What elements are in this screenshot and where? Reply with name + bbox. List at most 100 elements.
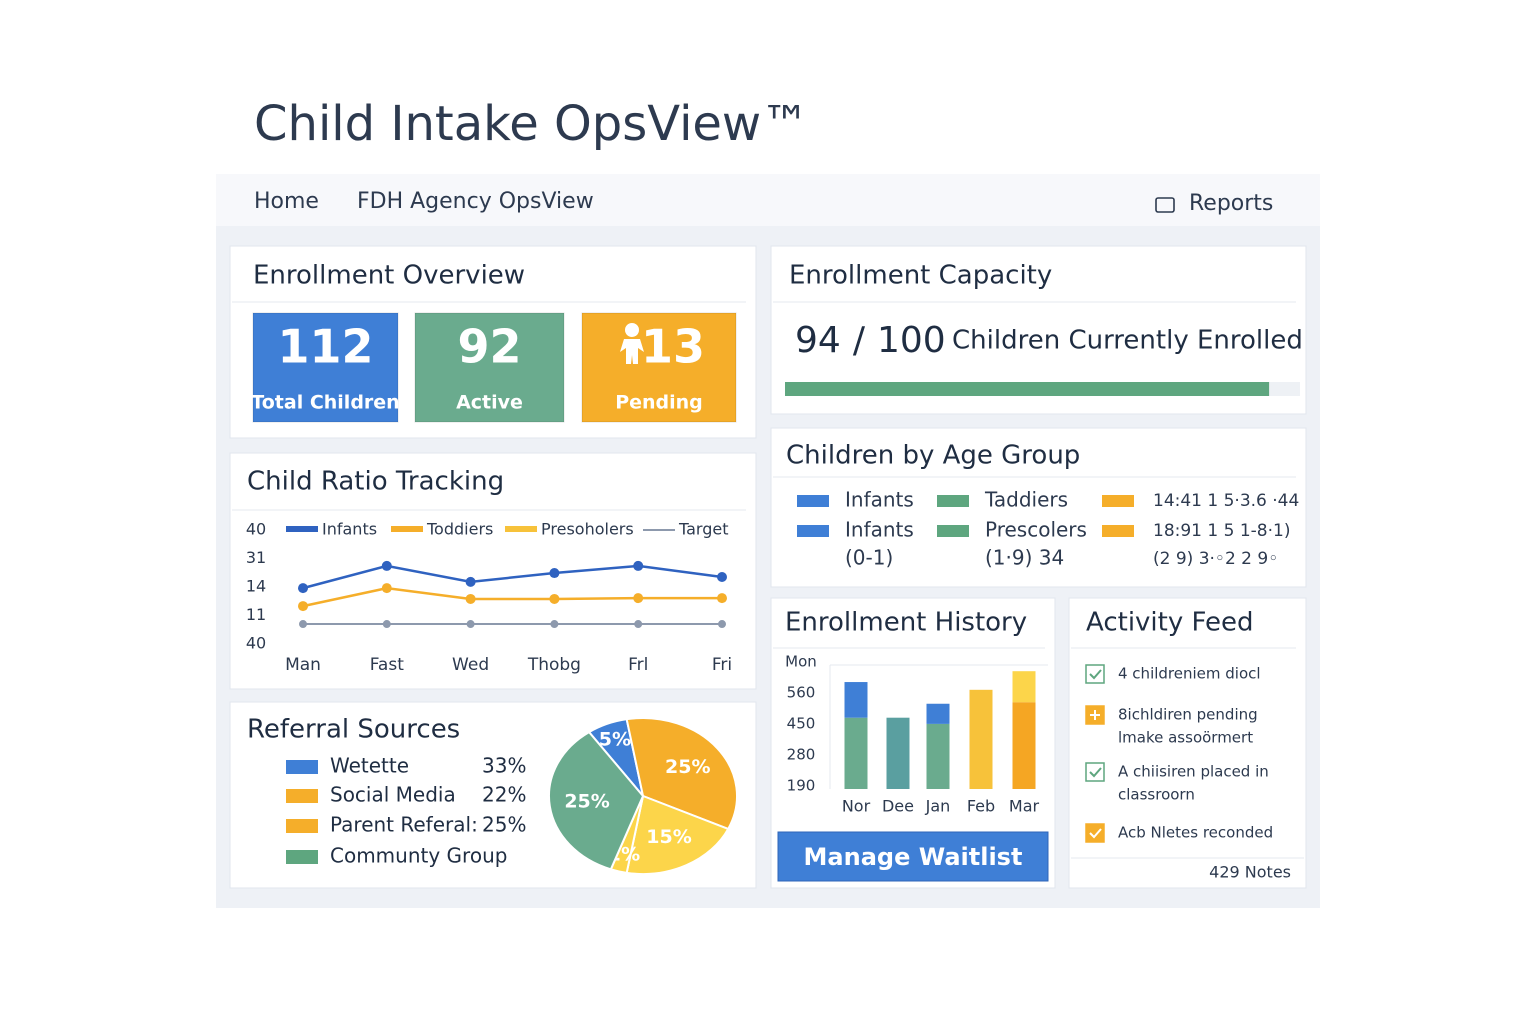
page-title: Child Intake OpsView™ [254,96,809,152]
stat-label: Total Children [251,392,399,414]
stat-card [252,312,399,423]
line-point [381,583,392,594]
legend-swatch [1102,525,1134,537]
line-point [549,568,560,579]
pie-label: 5% [599,728,631,750]
line-point [550,620,559,629]
reports-icon [1155,197,1175,213]
stat-card [581,312,737,423]
activity-text: 4 childreniem diocl [1118,665,1261,683]
x-tick-label: Nor [842,797,871,816]
legend-label: Infants [322,520,377,539]
age-group-label: Taddiers [984,488,1068,512]
line-point [298,601,308,612]
nav-link[interactable]: Reports [1189,191,1273,216]
y-tick-label: 280 [787,746,816,764]
line-point [299,620,307,629]
y-tick-label: 450 [787,715,816,733]
legend-swatch [391,526,423,532]
pie-slice [625,717,738,831]
check-mark [1089,669,1102,680]
x-tick-label: Dee [882,797,914,816]
panel-title: Enrollment Capacity [789,261,1052,291]
age-group-label: (1·9) 34 [985,546,1064,570]
line-point [633,593,644,604]
bar [926,723,950,789]
activity-text: A chiisiren placed in [1118,763,1269,781]
stat-value: 112 [277,320,373,374]
legend-swatch [505,526,537,532]
panel [770,427,1307,588]
stat-label: Pending [615,392,703,414]
legend-value: 25% [482,813,526,837]
capacity-bar [785,382,1270,396]
age-group-label: (0-1) [845,546,893,570]
legend-label: Social Media [330,783,456,807]
stat-value: 13 [641,320,705,374]
legend-swatch [937,525,969,537]
y-tick-label: 14 [246,577,266,596]
line-point [465,593,476,604]
legend-label: Toddiers [426,520,493,539]
legend-swatch [286,819,318,833]
legend-label: Parent Referal: [330,813,478,837]
legend-swatch [1102,495,1134,507]
panel [1068,597,1307,889]
age-group-label: Infants [845,518,914,542]
legend-value: 33% [482,754,526,778]
x-tick-label: Jan [925,797,951,816]
bar [926,703,950,724]
pie-slice [625,794,730,875]
activity-icon [1085,762,1105,782]
y-tick-label: 560 [787,684,816,702]
age-group-label: Prescolers [985,518,1087,542]
x-tick-label: Mar [1009,797,1040,816]
legend-swatch [286,760,318,774]
line-series [302,586,722,608]
bar [969,689,993,789]
line-point [718,620,726,629]
panel-title: Referral Sources [247,715,460,745]
capacity-count: 94 / 100 [795,320,946,361]
stat-card [414,312,565,423]
person-icon [625,323,639,337]
line-point [381,560,392,571]
line-series [302,564,723,590]
y-tick-label: 31 [246,548,266,567]
line-point [298,583,308,594]
pie-slice [548,730,645,871]
age-group-label: 18:91 1 5 1-8·1) [1153,521,1290,541]
button[interactable] [777,831,1049,882]
activity-text: Acb Nletes reconded [1118,824,1273,842]
y-tick-label: 11 [246,605,266,624]
check-mark [1089,828,1102,839]
bar [886,717,910,789]
nav-link[interactable]: Home [254,189,319,214]
activity-text: lmake assoörmert [1118,729,1253,747]
x-tick-label: Frl [628,655,648,675]
legend-label: Wetette [330,754,409,778]
x-tick-label: Fri [712,655,732,675]
bar [844,682,868,718]
age-group-label: (2 9) 3·◦2 2 9◦ [1153,549,1278,569]
button-label[interactable]: Manage Waitlist [804,843,1023,871]
stat-value: 92 [457,320,521,374]
activity-text: classroorn [1118,786,1195,804]
nav-link[interactable]: FDH Agency OpsView [357,189,594,214]
x-tick-label: Man [285,655,321,675]
line-point [382,620,391,629]
legend-swatch [286,850,318,864]
activity-footer: 429 Notes [1209,863,1291,882]
bar [844,717,868,789]
age-group-label: Infants [845,488,914,512]
capacity-enrolled: 94 [795,320,841,361]
activity-icon [1085,823,1105,843]
legend-label: Target [678,520,729,539]
legend-swatch [286,526,318,532]
plus-mark [1090,710,1100,720]
panel-title: Activity Feed [1086,608,1254,638]
legend-swatch [797,525,829,537]
check-mark [1089,767,1102,778]
